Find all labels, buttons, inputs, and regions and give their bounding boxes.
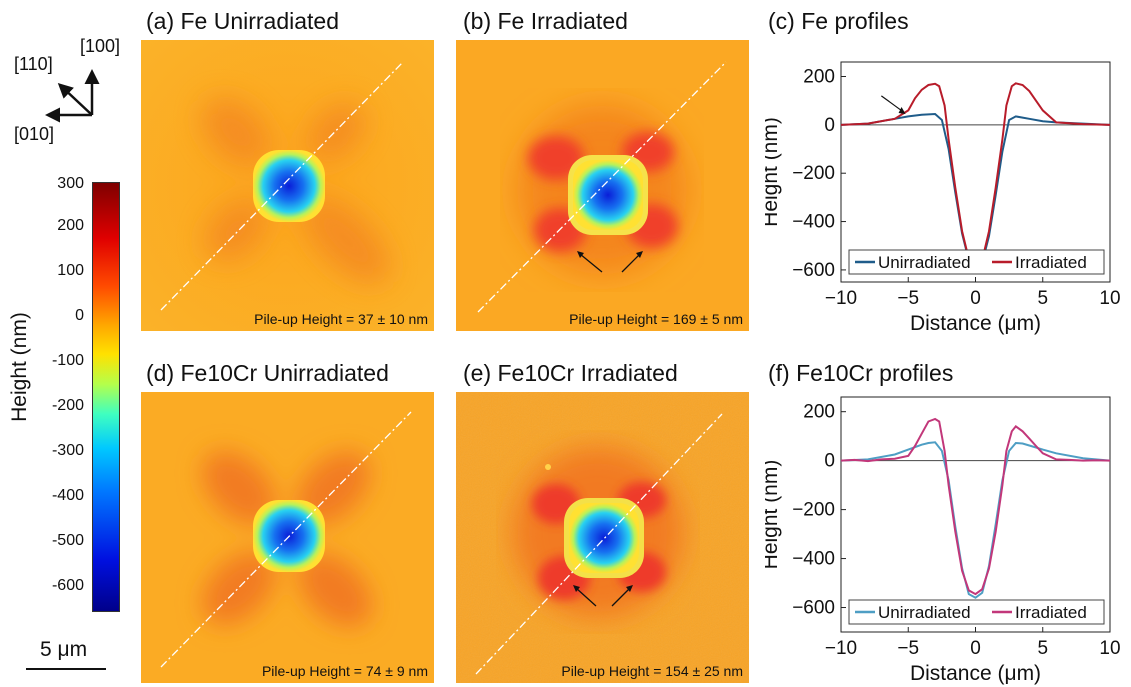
y-tick-label: 0: [824, 451, 835, 472]
x-tick-label: 0: [970, 638, 981, 659]
x-tick-label: −10: [825, 288, 857, 309]
profile-chart-fe10cr: −10 −5 0 5 10 −600 −400 −200 0 200 Distance (μm) He…: [765, 396, 1121, 685]
colorbar-tick: 0: [75, 307, 84, 324]
series-line-irradiated: [840, 82, 1111, 272]
legend-entry: Unirradiated: [878, 253, 971, 272]
x-tick-label: 0: [970, 288, 981, 309]
afm-map-a-image: [141, 40, 434, 331]
panel-e-title: (e) Fe10Cr Irradiated: [463, 360, 678, 386]
y-tick-label: −600: [792, 260, 835, 281]
colorbar-tick: -300: [51, 442, 84, 459]
x-tick-label: −5: [897, 288, 919, 309]
legend-entry: Irradiated: [1015, 603, 1087, 622]
colorbar-gradient: [92, 182, 120, 612]
dir-100-label: [100]: [80, 36, 121, 56]
x-tick-label: 10: [1099, 288, 1120, 309]
x-axis-label: Distance (μm): [910, 312, 1041, 335]
y-tick-label: −200: [792, 500, 835, 521]
colorbar-tick: -200: [51, 397, 84, 414]
orientation-compass: [100] [110] [010]: [0, 30, 135, 150]
pileup-height-a: Pile-up Height = 37 ± 10 nm: [254, 311, 428, 327]
y-tick-label: 200: [803, 402, 835, 423]
legend-entry: Irradiated: [1015, 253, 1087, 272]
series-line-unirradiated: [840, 441, 1111, 599]
x-axis-label: Distance (μm): [910, 662, 1041, 685]
dir-110-label: [110]: [14, 54, 53, 74]
x-tick-label: −5: [897, 638, 919, 659]
legend-entry: Unirradiated: [878, 603, 971, 622]
panel-d-title: (d) Fe10Cr Unirradiated: [146, 360, 389, 386]
afm-map-e: Pile-up Height = 154 ± 25 nm: [456, 392, 749, 683]
afm-map-b: Pile-up Height = 169 ± 5 nm: [456, 40, 749, 331]
afm-map-e-image: [456, 392, 749, 683]
annotation-arrowhead: [898, 106, 906, 114]
panel-f-title: (f) Fe10Cr profiles: [768, 360, 954, 386]
afm-map-d-image: [141, 392, 434, 683]
colorbar-tick: 200: [57, 217, 84, 234]
y-axis-label: Height (nm): [765, 117, 782, 227]
scale-bar-line: [26, 668, 106, 670]
pileup-height-d: Pile-up Height = 74 ± 9 nm: [261, 663, 428, 679]
y-tick-label: −600: [792, 598, 835, 619]
x-tick-label: 5: [1037, 638, 1048, 659]
afm-map-b-image: [456, 40, 749, 331]
colorbar-tick: -500: [51, 532, 84, 549]
series-line-irradiated: [840, 417, 1111, 596]
colorbar: 300 200 100 0 -100 -200 -300 -400 -500 -…: [0, 175, 135, 615]
scale-bar: 5 μm: [24, 638, 114, 678]
x-tick-label: 5: [1037, 288, 1048, 309]
y-tick-label: −400: [792, 549, 835, 570]
afm-map-a: Pile-up Height = 37 ± 10 nm: [141, 40, 434, 331]
colorbar-tick: -100: [51, 352, 84, 369]
colorbar-label: Height (nm): [8, 312, 31, 422]
annotation-arrow: [880, 95, 904, 113]
colorbar-tick: -600: [51, 577, 84, 594]
x-tick-label: 10: [1099, 638, 1120, 659]
orientation-arrows: [45, 69, 100, 123]
colorbar-tick: 300: [57, 175, 84, 192]
plot-frame: [840, 61, 1111, 283]
y-tick-label: −400: [792, 212, 835, 233]
x-tick-label: −10: [825, 638, 857, 659]
y-tick-label: 200: [803, 67, 835, 88]
pileup-height-e: Pile-up Height = 154 ± 25 nm: [561, 663, 743, 679]
scale-bar-label: 5 μm: [40, 638, 88, 661]
y-tick-label: 0: [824, 115, 835, 136]
y-axis-label: Height (nm): [765, 460, 782, 570]
panel-a-title: (a) Fe Unirradiated: [146, 8, 340, 34]
pileup-height-b: Pile-up Height = 169 ± 5 nm: [569, 311, 743, 327]
afm-map-d: Pile-up Height = 74 ± 9 nm: [141, 392, 434, 683]
colorbar-tick: 100: [57, 262, 84, 279]
legend-box: [848, 599, 1105, 625]
legend-box: [848, 249, 1105, 275]
colorbar-tick: -400: [51, 487, 84, 504]
dir-010-label: [010]: [14, 124, 55, 144]
profile-chart-fe: −10 −5 0 5 10 −600 −400 −200 0 200 Distance (μm) He…: [765, 61, 1121, 335]
series-line-unirradiated: [840, 112, 1111, 273]
panel-b-title: (b) Fe Irradiated: [463, 8, 628, 34]
y-tick-label: −200: [792, 163, 835, 184]
panel-c-title: (c) Fe profiles: [768, 8, 909, 34]
